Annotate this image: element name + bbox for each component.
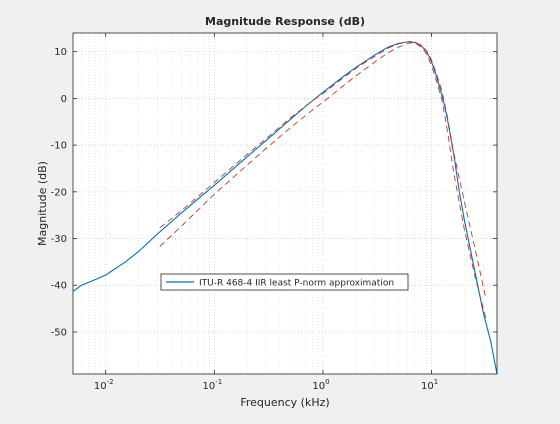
- axes-box: [72, 32, 498, 375]
- legend-box: [160, 273, 409, 291]
- y-tick-label: 0: [61, 94, 67, 105]
- x-tick-label: 10-2: [94, 378, 114, 392]
- chart-title: Magnitude Response (dB): [205, 15, 365, 28]
- x-axis-label: Frequency (kHz): [240, 396, 329, 409]
- axes-background: [73, 33, 497, 374]
- y-tick-label: -40: [51, 281, 67, 292]
- legend-entry-label: ITU-R 468-4 IIR least P-norm approximati…: [199, 279, 394, 289]
- mask-limit-line: [159, 40, 487, 298]
- x-tick-label: 101: [421, 378, 438, 392]
- x-tick-label: 100: [312, 378, 329, 392]
- y-tick-label: -50: [51, 327, 67, 338]
- series-group: [73, 40, 497, 374]
- y-axis-label: Magnitude (dB): [36, 161, 49, 246]
- y-tick-label: -30: [51, 234, 67, 245]
- y-tick-label: 10: [54, 47, 67, 58]
- y-tick-label: -10: [51, 141, 67, 152]
- legend[interactable]: ITU-R 468-4 IIR least P-norm approximati…: [160, 273, 409, 291]
- response-line: [73, 41, 497, 374]
- x-tick-label: 10-1: [202, 378, 222, 392]
- y-tick-label: -20: [51, 187, 67, 198]
- x-tick-labels: 10-2 10-1 100 101: [94, 378, 438, 392]
- y-tick-labels: 10 0 -10 -20 -30 -40 -50: [51, 47, 67, 338]
- tick-marks: [73, 33, 497, 374]
- mask-limit-line: [159, 42, 487, 319]
